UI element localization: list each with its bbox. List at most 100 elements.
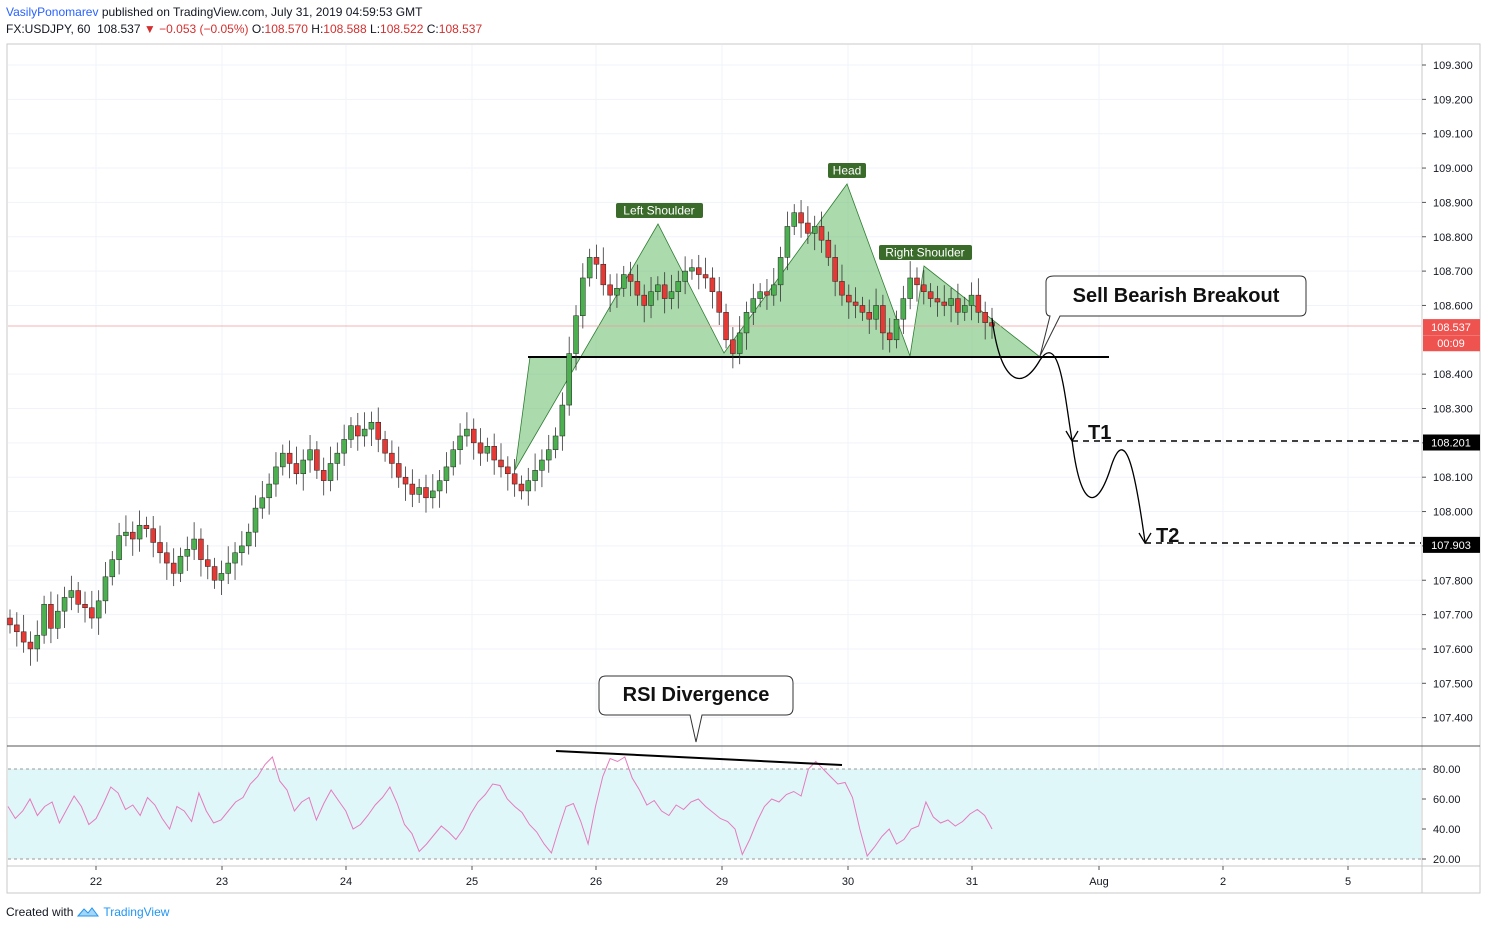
price-tick-label: 108.400 [1433,369,1473,381]
candle-body [859,305,866,313]
time-tick-label: 31 [966,876,978,888]
price-badge-label: 107.903 [1431,540,1471,552]
candle-body [89,607,95,619]
close-label: C: [426,22,439,36]
candle-body [61,597,68,612]
candle-body [689,267,695,272]
candle-body [634,281,641,296]
candle-body [423,487,429,499]
candle-body [593,257,600,265]
candle-body [771,284,777,296]
candle-body [566,353,572,406]
candle-body [791,212,797,227]
down-arrow-icon: ▼ [143,22,156,36]
price-tick-label: 108.600 [1433,300,1473,312]
candle-body [784,226,791,258]
candle-body [627,274,634,282]
time-tick-label: 30 [842,876,854,888]
candle-body [136,525,143,540]
candle-body [307,449,313,461]
breakout-callout [1039,275,1307,357]
candle-body [191,538,197,550]
price-tick-label: 108.700 [1433,266,1473,278]
candle-body [102,576,109,602]
candle-body [348,425,354,440]
candle-body [921,284,927,292]
rsi-callout [598,675,794,743]
price-badge-label: 108.537 [1431,322,1471,334]
candle-body [852,301,859,306]
candle-body [218,573,225,581]
candle-body [839,281,845,296]
candle-body [327,463,334,481]
breakout-callout-text: Sell Bearish Breakout [1073,285,1280,307]
candle-body [211,566,218,581]
candle-body [764,291,770,296]
candle-body [907,277,913,299]
price-tick-label: 107.700 [1433,610,1473,622]
left-shoulder-label-bg [616,203,703,218]
time-tick-label: 2 [1220,876,1226,888]
price-badges: 108.537 00:09 108.201 107.903 [1423,319,1480,553]
head-label-bg [828,163,866,178]
candle-body [300,459,306,475]
candle-body [518,483,525,492]
pattern-fill [514,183,1042,471]
candle-body [314,449,320,471]
candle-body [736,332,743,354]
footer: Created with TradingView [6,905,169,919]
publish-info: VasilyPonomarev published on TradingView… [6,5,422,19]
time-tick-label: 29 [716,876,728,888]
candle-body [648,291,654,306]
candle-body [545,449,552,461]
candle-body [511,473,518,485]
price-tick-label: 108.100 [1433,472,1473,484]
candle-body [361,428,368,437]
candle-body [955,298,961,313]
author-link[interactable]: VasilyPonomarev [6,5,99,19]
rsi-tick-label: 80.00 [1433,764,1461,776]
candle-body [177,555,184,574]
price-badge-label: 00:09 [1437,338,1465,350]
price-tick-label: 107.800 [1433,575,1473,587]
candle-body [600,263,607,286]
candle-body [832,257,838,282]
candle-body [559,404,566,437]
candle-body [143,525,150,529]
candle-body [873,305,879,320]
candle-body [170,562,177,574]
high-value: 108.588 [323,22,367,36]
t2-label: T2 [1156,525,1179,547]
candle-body [552,435,559,450]
tradingview-link[interactable]: TradingView [103,905,170,919]
candle-body [805,222,811,234]
time-tick-label: 26 [590,876,602,888]
candle-body [696,267,702,275]
candle-body [539,459,545,471]
candle-body [709,277,716,292]
candle-body [286,452,293,464]
candle-body [614,288,620,296]
candle-body [450,449,457,468]
candle-body [266,483,272,499]
candle-body [157,542,163,554]
candle-body [655,284,661,292]
candle-body [484,446,491,454]
candle-body [798,212,804,224]
candle-body [723,312,729,341]
candle-body [409,483,416,495]
candle-body [491,446,497,461]
candle-body [743,312,750,334]
candle-body [355,425,361,437]
rsi-tick-label: 20.00 [1433,854,1461,866]
price-badge-label: 108.201 [1431,438,1471,450]
price-tick-label: 108.000 [1433,507,1473,519]
time-tick-label: 24 [340,876,352,888]
symbol-name[interactable]: FX:USDJPY, 60 [6,22,91,36]
price-tick-label: 108.300 [1433,404,1473,416]
time-axis: 22 23 24 25 26 29 30 31 Aug 2 5 [90,866,1351,888]
candle-body [846,294,852,303]
candle-body [675,281,682,292]
price-tick-label: 109.100 [1433,129,1473,141]
